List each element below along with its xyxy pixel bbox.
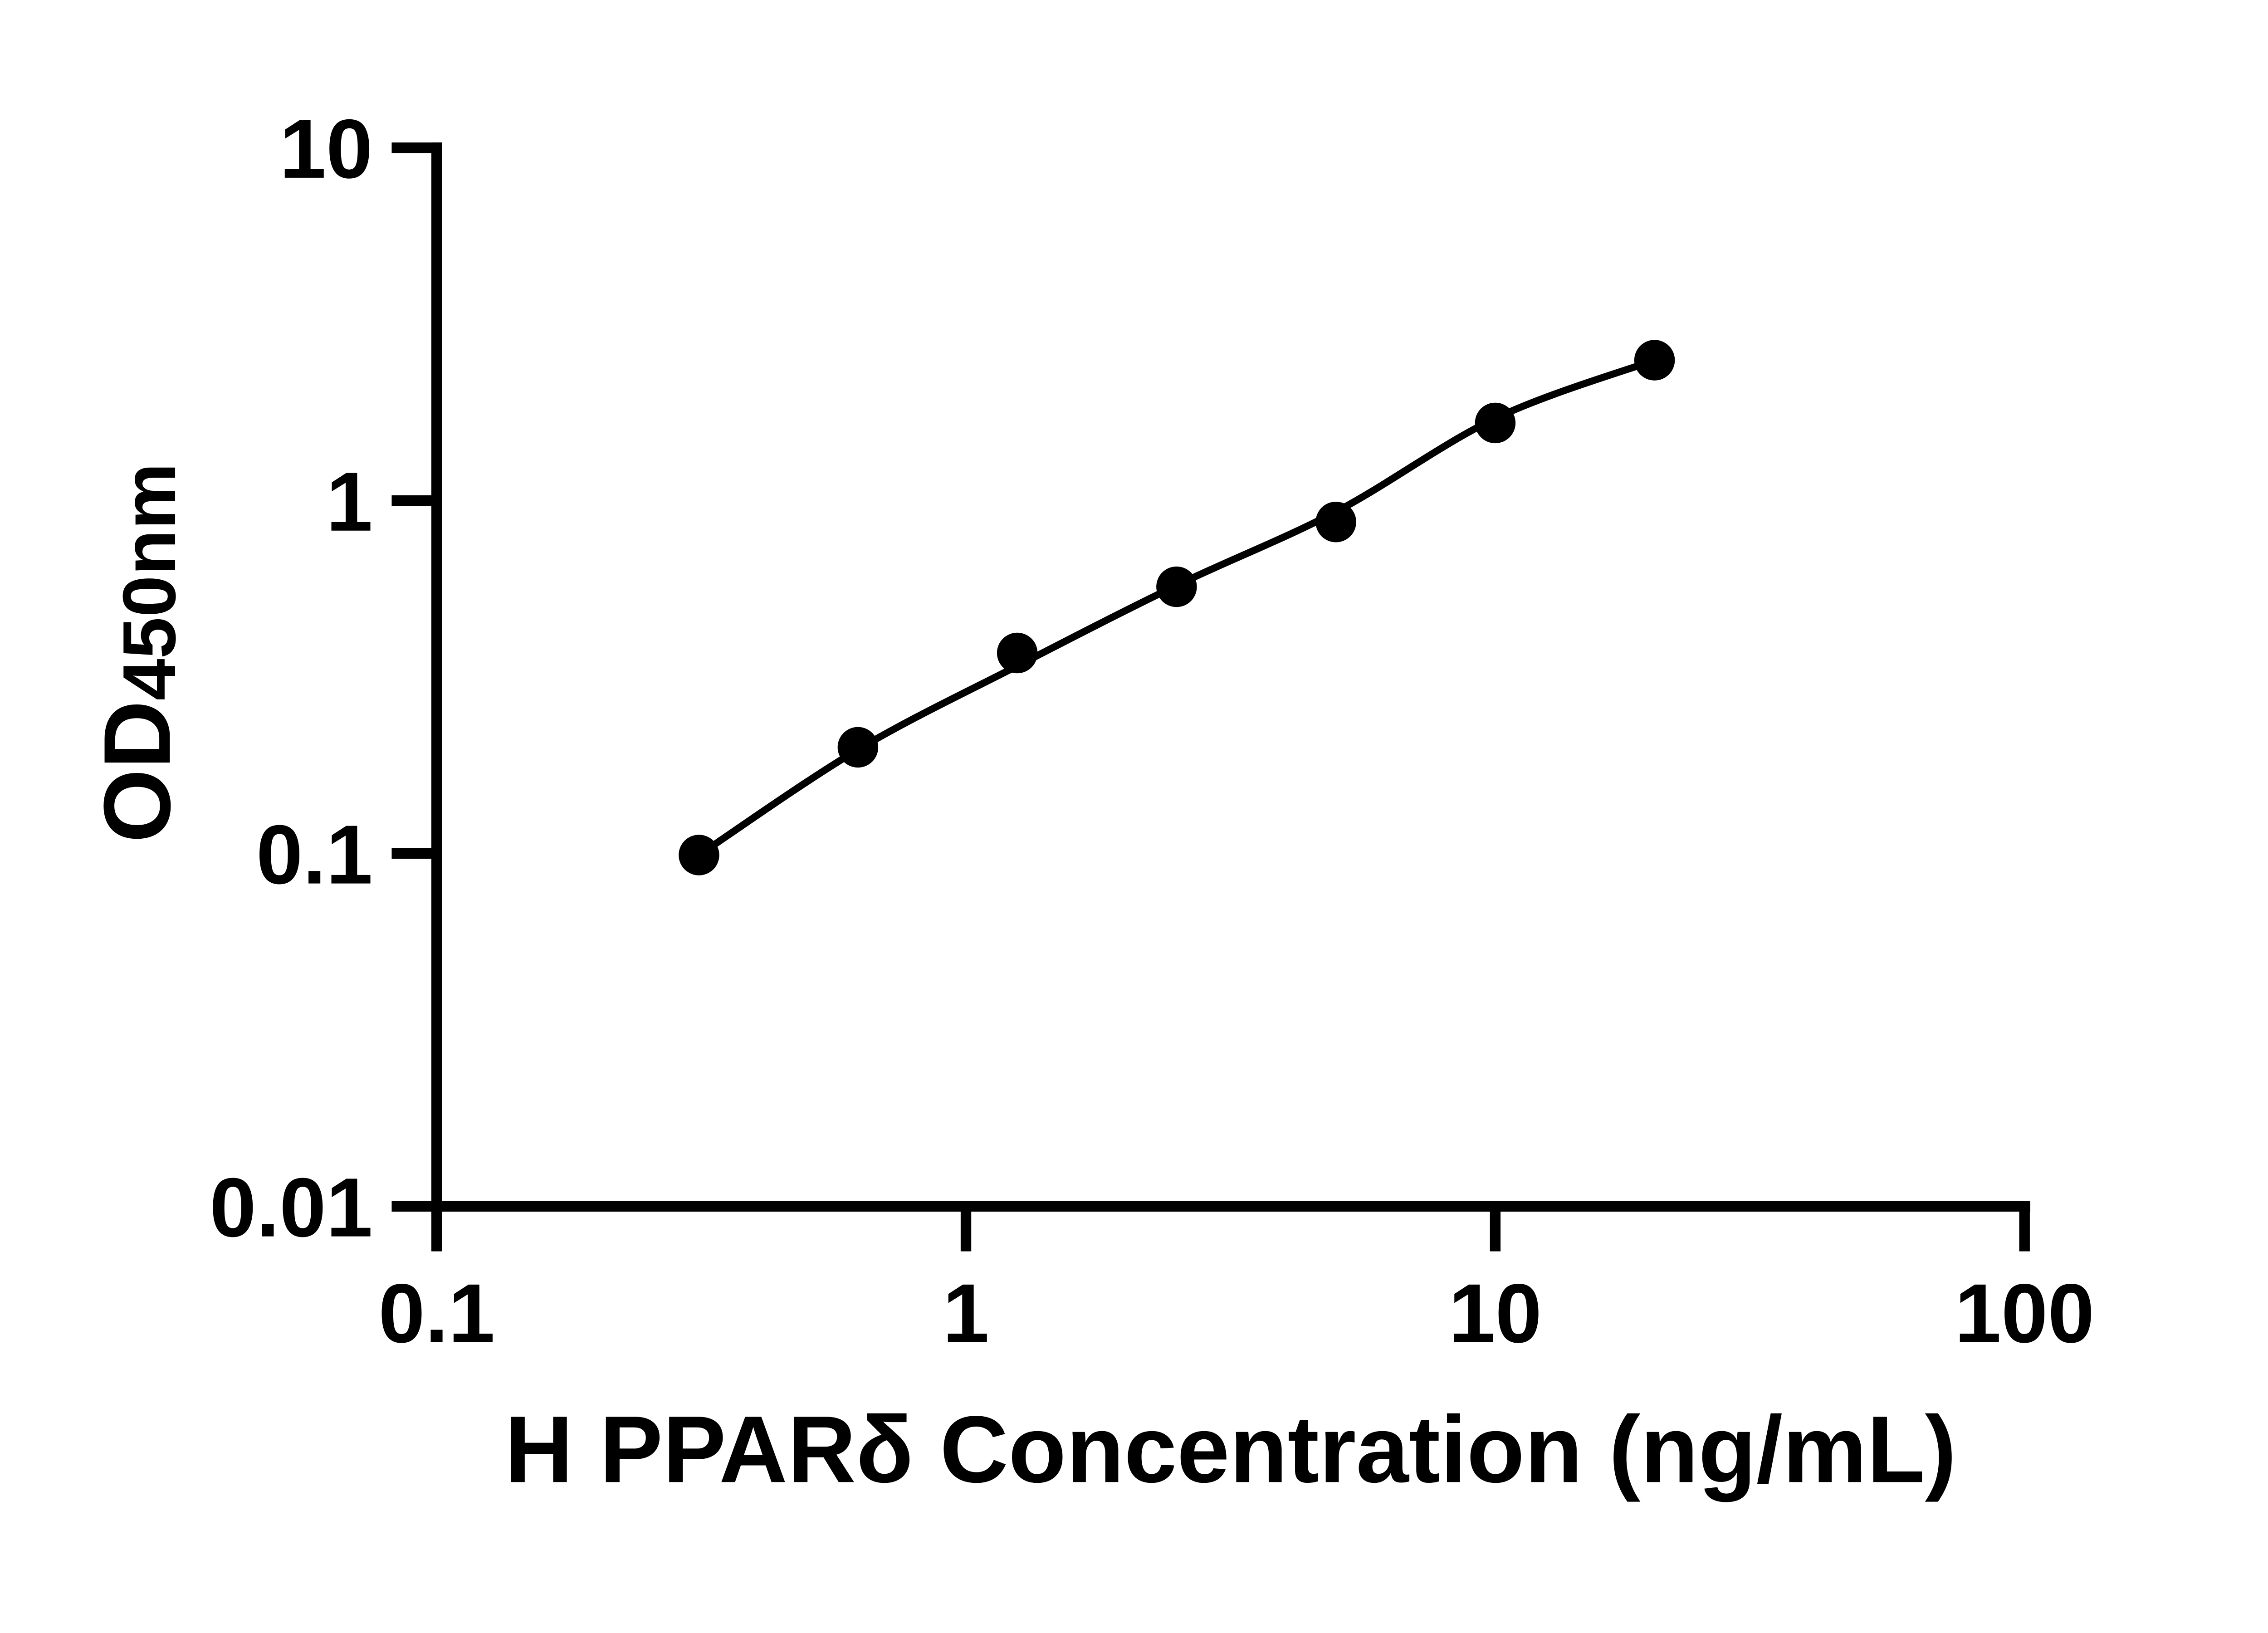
x-tick-label: 10: [1449, 1267, 1542, 1360]
data-point: [837, 727, 879, 768]
axis-ticks: [391, 142, 2030, 1252]
axes: [431, 142, 2030, 1212]
data-point: [1156, 566, 1197, 607]
x-tick-label: 1: [943, 1267, 989, 1360]
data-points: [679, 340, 1675, 875]
y-tick-label: 10: [279, 103, 373, 196]
y-tick-label: 1: [326, 455, 373, 549]
data-point: [1315, 501, 1356, 543]
data-point: [1634, 340, 1675, 381]
y-tick-label: 0.1: [256, 808, 373, 902]
elisa-standard-curve-figure: 10 1 0.1 0.01 0.1 1 10 100 H PPARδ Concentratio…: [84, 102, 2095, 1503]
data-point: [997, 632, 1038, 674]
y-axis-title-main: OD: [84, 700, 190, 843]
y-axis-title-subscript: 450nm: [108, 463, 191, 700]
x-tick-label: 0.1: [378, 1267, 495, 1360]
y-tick-label: 0.01: [210, 1161, 373, 1255]
y-axis-title: OD450nm: [84, 463, 191, 842]
data-point: [679, 835, 719, 875]
data-point: [1475, 402, 1516, 444]
x-tick-label: 100: [1955, 1267, 2094, 1360]
x-axis-title: H PPARδ Concentration (ng/mL): [505, 1397, 1956, 1502]
